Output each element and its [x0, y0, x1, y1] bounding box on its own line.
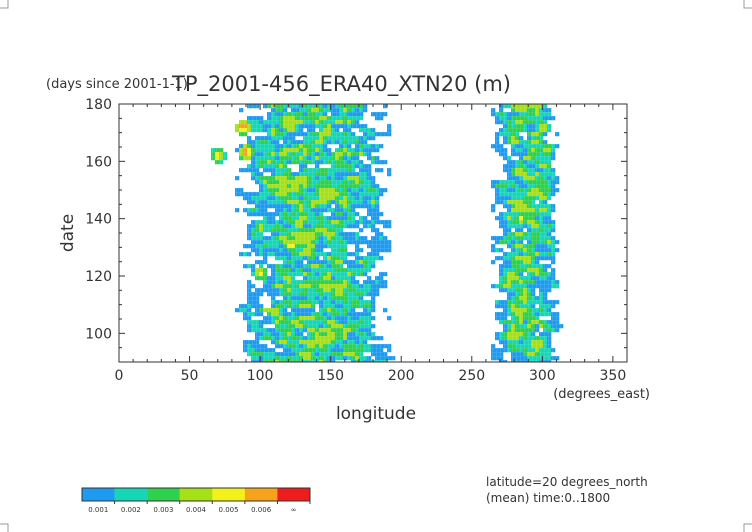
- colorbar-frame: [81, 487, 311, 502]
- colorbar-label: 0.006: [251, 506, 272, 514]
- colorbar-swatch: [82, 488, 115, 501]
- y-tick-label: 120: [85, 269, 112, 285]
- chart-title: TP_2001-456_ERA40_XTN20 (m): [171, 72, 511, 97]
- y-axis-label: date: [58, 214, 78, 252]
- colorbar-swatch: [212, 488, 246, 501]
- grid-texture: [119, 104, 627, 362]
- x-tick-label: 250: [458, 368, 485, 384]
- y-tick-label: 160: [85, 154, 112, 170]
- x-tick-label: 50: [181, 368, 199, 384]
- colorbar: 0.001 0.002 0.003 0.004 0.005 0.006 ∞: [81, 487, 311, 514]
- note-latitude: latitude=20 degrees_north: [486, 475, 648, 489]
- x-tick-label: 0: [115, 368, 124, 384]
- x-axis-label: longitude: [336, 404, 416, 424]
- y-tick-label: 140: [85, 212, 112, 228]
- x-tick-label: 350: [600, 368, 627, 384]
- colorbar-label: 0.003: [153, 506, 173, 514]
- note-time: (mean) time:0..1800: [486, 491, 610, 505]
- y-axis: 100 120 140 160 180: [85, 97, 627, 349]
- colorbar-swatch: [147, 488, 180, 501]
- title-prefix: (days since 2001-1-1): [46, 77, 188, 92]
- colorbar-label: ∞: [291, 506, 297, 514]
- colorbar-swatch: [244, 488, 278, 501]
- x-unit-label: (degrees_east): [553, 387, 650, 402]
- x-tick-label: 300: [529, 368, 556, 384]
- colorbar-label: 0.005: [219, 506, 239, 514]
- colorbar-swatch: [277, 488, 311, 501]
- colorbar-label: 0.002: [121, 506, 141, 514]
- x-tick-label: 200: [388, 368, 415, 384]
- x-axis: 0 50 100 150 200 250 300 350: [115, 104, 627, 384]
- x-tick-label: 150: [317, 368, 344, 384]
- y-tick-label: 100: [85, 326, 112, 342]
- y-tick-label: 180: [85, 97, 112, 113]
- x-tick-label: 100: [247, 368, 274, 384]
- colorbar-label: 0.004: [186, 506, 207, 514]
- colorbar-swatch: [114, 488, 148, 501]
- colorbar-swatch: [179, 488, 213, 501]
- colorbar-label: 0.001: [88, 506, 108, 514]
